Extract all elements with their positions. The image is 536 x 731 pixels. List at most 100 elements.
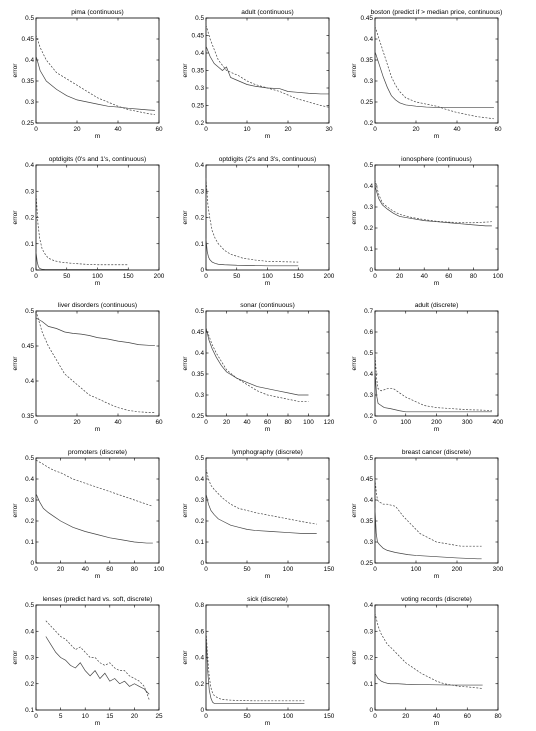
y-tick-label: 0.5 (195, 455, 204, 462)
y-tick-label: 0.2 (195, 681, 204, 688)
x-tick-label: 20 (402, 713, 410, 720)
x-axis-label: m (434, 133, 440, 140)
x-axis-label: m (265, 280, 271, 287)
y-tick-label: 0.45 (22, 36, 35, 43)
subplot-title: adult (discrete) (415, 302, 459, 309)
y-axis-label: error (351, 356, 358, 371)
x-tick-label: 0 (204, 273, 208, 280)
x-axis-label: m (265, 573, 271, 580)
y-tick-label: 0.5 (25, 308, 34, 315)
y-axis-label: error (182, 650, 189, 665)
y-tick-label: 0.5 (195, 15, 204, 22)
subplot-title: adult (continuous) (241, 9, 293, 16)
series-line-dashed (35, 459, 153, 507)
y-axis-label: error (12, 503, 19, 518)
y-tick-label: 0.3 (364, 539, 373, 546)
y-tick-label: 0.45 (361, 476, 374, 483)
y-tick-label: 0.2 (195, 518, 204, 525)
subplot-title: boston (predict if > median price, conti… (371, 9, 503, 16)
plot-frame (35, 604, 160, 711)
series-line-solid (374, 185, 492, 227)
x-tick-label: 300 (462, 419, 473, 426)
series-line-solid (374, 673, 483, 686)
y-axis-label: error (12, 63, 19, 78)
x-axis-label: m (95, 426, 101, 433)
subplot: sick (discrete) 0 50 100 150 0 0.2 0.4 0.6 0.8 m er… (182, 596, 335, 727)
subplot: pima (continuous) 0 20 40 60 0.25 0.3 0.35 0.4 0.… (12, 9, 163, 140)
x-tick-label: 50 (243, 566, 251, 573)
y-axis-label: error (182, 503, 189, 518)
series-line-solid (374, 369, 492, 413)
subplot-title: ionosphere (continuous) (401, 156, 472, 163)
x-axis-label: m (434, 426, 440, 433)
x-tick-label: 80 (470, 273, 478, 280)
y-tick-label: 0.4 (195, 350, 204, 357)
subplot-title: voting records (discrete) (401, 596, 472, 603)
x-axis-label: m (434, 280, 440, 287)
y-tick-label: 0.45 (192, 33, 205, 40)
y-tick-label: 0.35 (22, 78, 35, 85)
y-axis-label: error (12, 650, 19, 665)
y-tick-label: 0.4 (25, 57, 34, 64)
plot-frame (374, 17, 499, 124)
y-tick-label: 0.2 (364, 225, 373, 232)
x-tick-label: 40 (114, 419, 122, 426)
x-tick-label: 15 (106, 713, 114, 720)
y-tick-label: 0.2 (25, 518, 34, 525)
subplot: voting records (discrete) 0 20 40 60 80 0 0.1 0.… (351, 596, 502, 727)
y-tick-label: 0.45 (192, 329, 205, 336)
series-line-dashed (205, 178, 299, 263)
x-tick-label: 60 (464, 713, 472, 720)
y-tick-label: 0.6 (195, 628, 204, 635)
x-axis-label: m (434, 573, 440, 580)
y-tick-label: 0.4 (364, 183, 373, 190)
y-tick-label: 0.35 (192, 371, 205, 378)
x-axis-label: m (95, 280, 101, 287)
x-tick-label: 300 (493, 566, 504, 573)
y-tick-label: 0.3 (364, 78, 373, 85)
series-line-solid (35, 55, 155, 111)
series-line-dashed (374, 612, 483, 689)
subplot: lenses (predict hard vs. soft, discrete)… (12, 596, 163, 727)
plot-frame (374, 310, 499, 417)
y-tick-label: 0.4 (195, 655, 204, 662)
series-line-solid (35, 317, 155, 346)
x-tick-label: 0 (373, 273, 377, 280)
x-tick-label: 0 (373, 419, 377, 426)
subplot: boston (predict if > median price, conti… (351, 9, 502, 140)
y-axis-label: error (351, 503, 358, 518)
y-tick-label: 0.5 (364, 350, 373, 357)
y-tick-label: 0.35 (192, 68, 205, 75)
y-tick-label: 0 (30, 560, 34, 567)
x-tick-label: 0 (373, 713, 377, 720)
y-tick-label: 0.1 (195, 539, 204, 546)
y-tick-label: 0 (369, 707, 373, 714)
y-tick-label: 0.1 (364, 246, 373, 253)
x-tick-label: 0 (204, 126, 208, 133)
x-tick-label: 150 (324, 713, 335, 720)
subplot: adult (discrete) 0 100 200 300 400 0.2 0.3 0.4 0.… (351, 302, 504, 433)
x-tick-label: 60 (494, 126, 502, 133)
subplot-title: sonar (continuous) (240, 302, 295, 309)
x-tick-label: 10 (243, 126, 251, 133)
y-tick-label: 0.35 (361, 57, 374, 64)
series-line-solid (205, 238, 299, 267)
x-tick-label: 40 (114, 126, 122, 133)
subplot: ionosphere (continuous) 0 20 40 60 80 100 0 0.1 0… (351, 156, 504, 287)
x-tick-label: 60 (106, 566, 114, 573)
x-tick-label: 0 (373, 566, 377, 573)
series-line-solid (45, 636, 150, 695)
y-tick-label: 0.5 (25, 15, 34, 22)
y-axis-label: error (351, 650, 358, 665)
x-tick-label: 20 (284, 126, 292, 133)
x-tick-label: 5 (59, 713, 63, 720)
subplot-title: pima (continuous) (71, 9, 123, 16)
series-line-dashed (374, 352, 492, 412)
plot-frame (205, 310, 330, 417)
y-tick-label: 0.7 (364, 308, 373, 315)
x-tick-label: 0 (34, 126, 38, 133)
y-tick-label: 0.2 (195, 120, 204, 127)
y-tick-label: 0 (30, 267, 34, 274)
y-tick-label: 0.1 (25, 539, 34, 546)
y-tick-label: 0.4 (364, 36, 373, 43)
